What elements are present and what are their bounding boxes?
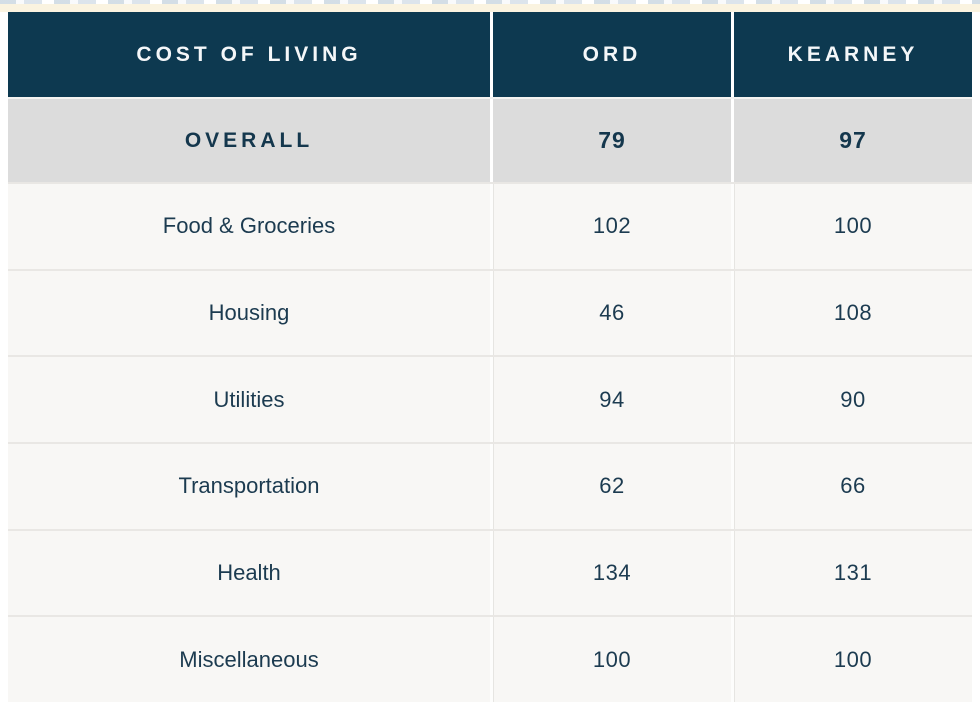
table-body: Food & Groceries 102 100 Housing 46 108 …	[8, 182, 972, 703]
kearney-value: 100	[731, 184, 972, 269]
table-row-food-groceries: Food & Groceries 102 100	[8, 182, 972, 269]
ord-value: 46	[490, 270, 731, 356]
table-row-housing: Housing 46 108	[8, 268, 972, 356]
ord-value: 62	[490, 444, 731, 529]
overall-row: OVERALL 79 97	[8, 97, 972, 182]
header-cell-cost-of-living: COST OF LIVING	[136, 42, 362, 66]
table-row-health: Health 134 131	[8, 528, 972, 616]
cost-of-living-table: COST OF LIVING ORD KEARNEY OVERALL 79 97…	[8, 12, 972, 703]
row-label: Utilities	[213, 386, 285, 412]
overall-ord-value: 79	[490, 99, 731, 182]
overall-label: OVERALL	[184, 128, 314, 152]
table-row-transportation: Transportation 62 66	[8, 442, 972, 529]
ord-value: 94	[490, 357, 731, 443]
overall-kearney-value: 97	[731, 99, 972, 182]
row-label: Health	[217, 560, 281, 586]
kearney-value: 131	[731, 530, 972, 616]
row-label: Housing	[208, 300, 290, 325]
table-header-row: COST OF LIVING ORD KEARNEY	[8, 12, 972, 97]
header-cell-kearney: KEARNEY	[731, 12, 972, 97]
kearney-value: 108	[731, 270, 972, 356]
row-label: Transportation	[178, 473, 320, 499]
table-row-miscellaneous: Miscellaneous 100 100	[8, 615, 972, 703]
row-label: Miscellaneous	[179, 646, 319, 672]
kearney-value: 90	[731, 357, 972, 443]
kearney-value: 66	[731, 444, 972, 529]
ord-value: 100	[490, 617, 731, 703]
ord-value: 102	[490, 184, 731, 269]
table-row-utilities: Utilities 94 90	[8, 355, 972, 443]
kearney-value: 100	[731, 617, 972, 703]
row-label: Food & Groceries	[162, 213, 336, 239]
cropped-text-strip	[0, 0, 980, 12]
header-cell-ord: ORD	[490, 12, 731, 97]
ord-value: 134	[490, 530, 731, 616]
